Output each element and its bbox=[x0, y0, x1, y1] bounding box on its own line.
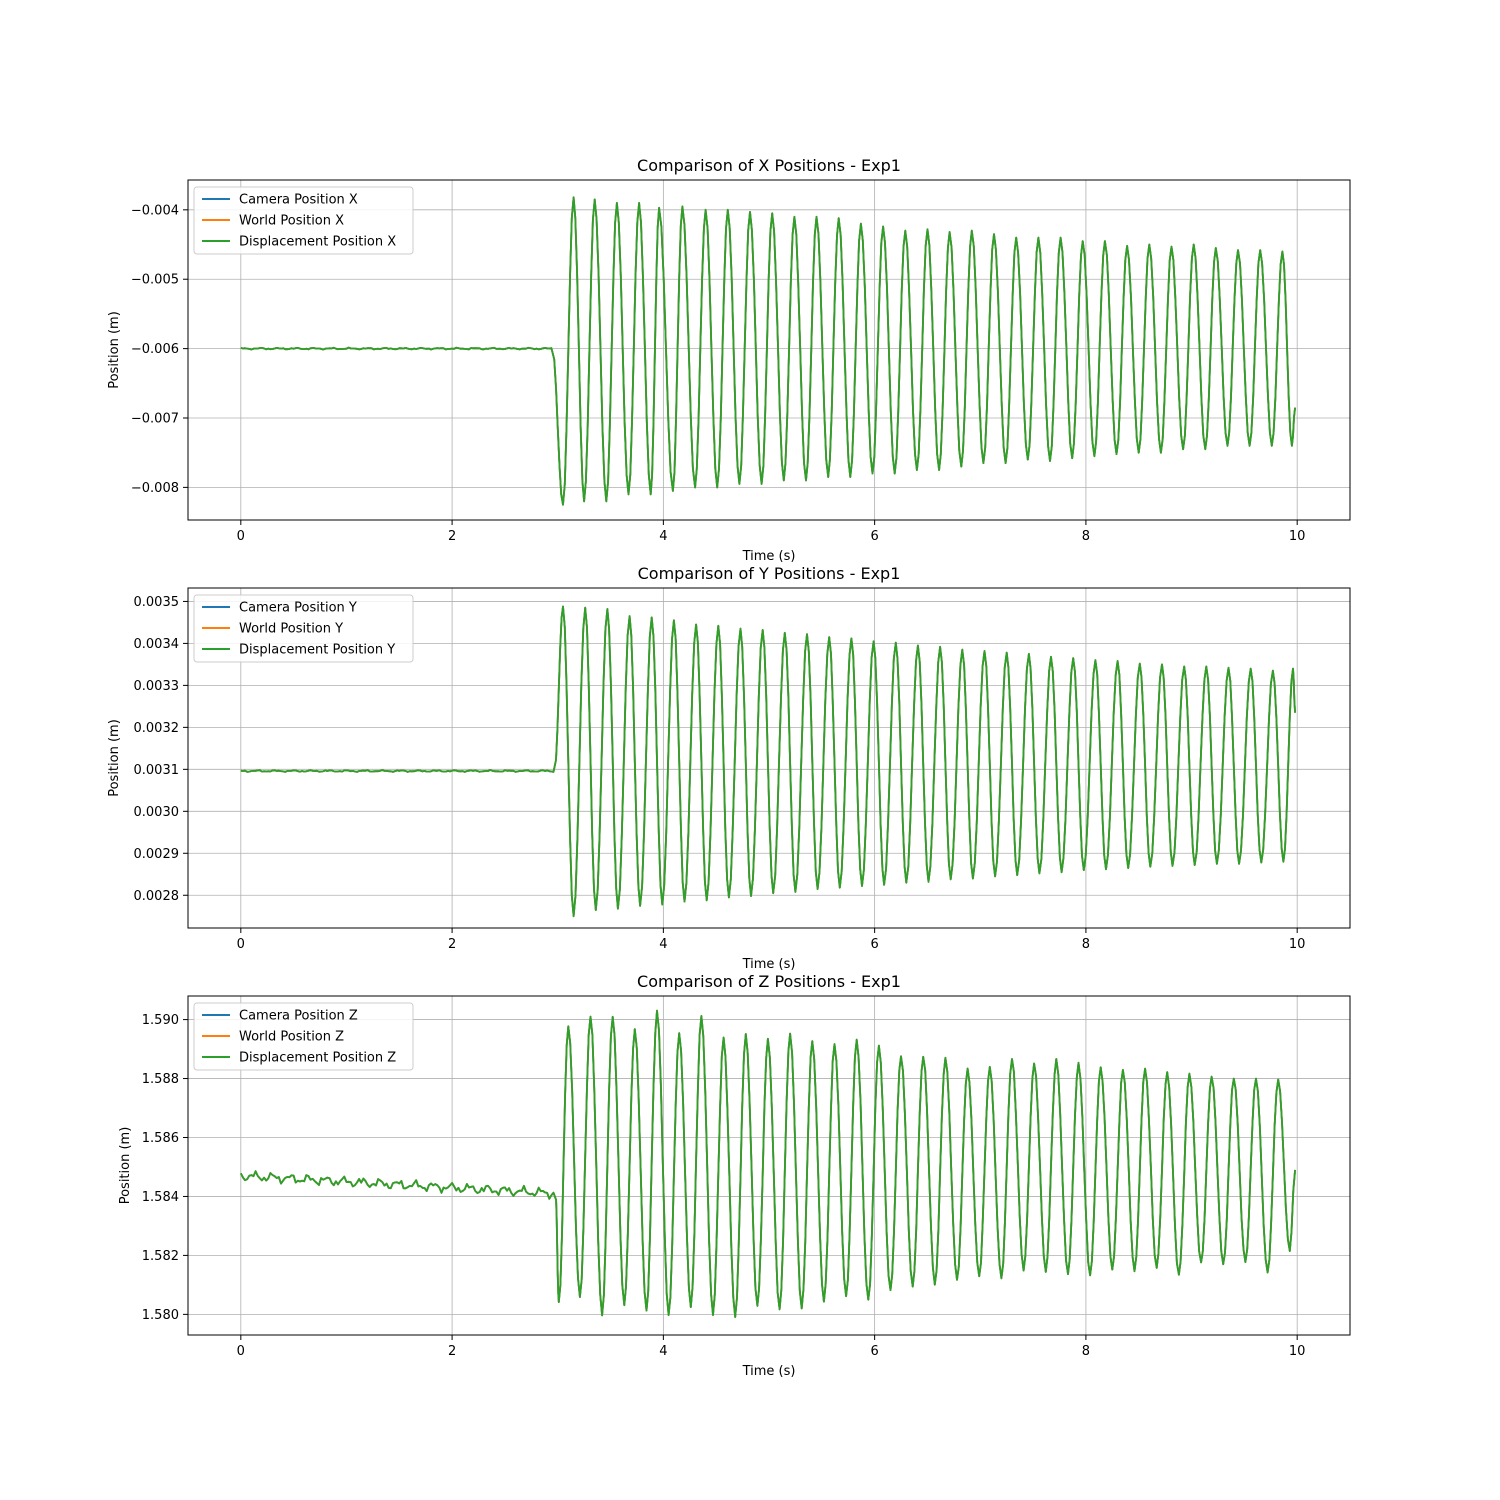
subplot-1: Comparison of X Positions - Exp1 0 2 4 6 8 10 −… bbox=[107, 156, 1351, 564]
y-tick-label: 0.0034 bbox=[134, 637, 180, 652]
chart-title: Comparison of Y Positions - Exp1 bbox=[638, 564, 901, 583]
y-tick-label: −0.004 bbox=[131, 203, 179, 218]
legend: Camera Position Z World Position Z Displac… bbox=[193, 1002, 414, 1071]
y-tick-label: 1.582 bbox=[142, 1249, 179, 1264]
y-tick-label: −0.007 bbox=[131, 412, 179, 427]
y-tick-label: 0.0033 bbox=[134, 679, 180, 694]
legend-entry: Camera Position X bbox=[239, 193, 358, 208]
chart-title: Comparison of X Positions - Exp1 bbox=[637, 156, 901, 175]
series-line-3 bbox=[240, 1009, 1296, 1318]
legend-entry: Camera Position Z bbox=[239, 1009, 358, 1024]
x-tick-label: 8 bbox=[1082, 937, 1090, 952]
x-axis-label: Time (s) bbox=[742, 957, 796, 972]
legend-entry: Displacement Position Z bbox=[239, 1051, 396, 1066]
y-tick-label: 0.0030 bbox=[134, 805, 180, 820]
legend-box bbox=[193, 1002, 414, 1071]
y-axis-label: Position (m) bbox=[107, 719, 122, 797]
x-axis-label: Time (s) bbox=[742, 1364, 796, 1379]
legend-entry: Displacement Position Y bbox=[239, 643, 395, 658]
legend: Camera Position Y World Position Y Displac… bbox=[193, 594, 414, 663]
x-tick-label: 2 bbox=[448, 1344, 456, 1359]
y-tick-label: 0.0032 bbox=[134, 721, 180, 736]
x-tick-label: 10 bbox=[1289, 1344, 1306, 1359]
y-tick-label: 1.584 bbox=[142, 1190, 179, 1205]
x-tick-label: 6 bbox=[870, 529, 878, 544]
x-tick-label: 4 bbox=[659, 529, 667, 544]
y-tick-label: 1.586 bbox=[142, 1131, 179, 1146]
y-tick-label: 0.0035 bbox=[134, 595, 180, 610]
legend-entry: World Position Z bbox=[239, 1030, 344, 1045]
legend-entry: Camera Position Y bbox=[239, 601, 357, 616]
y-tick-label: 1.588 bbox=[142, 1072, 179, 1087]
axes-frame bbox=[187, 587, 1351, 929]
y-tick-label: −0.008 bbox=[131, 481, 179, 496]
legend-box bbox=[193, 594, 414, 663]
y-tick-label: −0.005 bbox=[131, 273, 179, 288]
axes-frame bbox=[187, 995, 1351, 1336]
x-tick-label: 10 bbox=[1289, 529, 1306, 544]
y-tick-label: −0.006 bbox=[131, 342, 179, 357]
x-tick-label: 8 bbox=[1082, 1344, 1090, 1359]
chart-title: Comparison of Z Positions - Exp1 bbox=[637, 972, 901, 991]
y-axis-label: Position (m) bbox=[118, 1127, 133, 1205]
legend: Camera Position X World Position X Displac… bbox=[193, 186, 414, 255]
x-tick-label: 0 bbox=[237, 529, 245, 544]
y-tick-label: 1.590 bbox=[142, 1013, 179, 1028]
legend-entry: World Position Y bbox=[239, 622, 343, 637]
series-line-3 bbox=[240, 196, 1296, 506]
legend-box bbox=[193, 186, 414, 255]
axes-frame bbox=[187, 179, 1351, 521]
legend-entry: Displacement Position X bbox=[239, 235, 396, 250]
x-tick-label: 2 bbox=[448, 937, 456, 952]
subplot-2: Comparison of Y Positions - Exp1 0 2 4 6 8 10 0… bbox=[107, 564, 1351, 972]
x-tick-label: 4 bbox=[659, 1344, 667, 1359]
series-line-3 bbox=[240, 605, 1296, 918]
y-axis-label: Position (m) bbox=[107, 311, 122, 389]
x-tick-label: 2 bbox=[448, 529, 456, 544]
legend-entry: World Position X bbox=[239, 214, 344, 229]
x-tick-label: 6 bbox=[870, 937, 878, 952]
y-tick-label: 0.0029 bbox=[134, 847, 180, 862]
y-tick-label: 1.580 bbox=[142, 1308, 179, 1323]
x-tick-label: 6 bbox=[870, 1344, 878, 1359]
x-tick-label: 4 bbox=[659, 937, 667, 952]
subplot-3: Comparison of Z Positions - Exp1 0 2 4 6 8 10 1… bbox=[118, 972, 1351, 1379]
y-tick-label: 0.0031 bbox=[134, 763, 180, 778]
y-tick-label: 0.0028 bbox=[134, 889, 180, 904]
x-axis-label: Time (s) bbox=[742, 549, 796, 564]
x-tick-label: 10 bbox=[1289, 937, 1306, 952]
x-tick-label: 0 bbox=[237, 1344, 245, 1359]
x-tick-label: 8 bbox=[1082, 529, 1090, 544]
x-tick-label: 0 bbox=[237, 937, 245, 952]
